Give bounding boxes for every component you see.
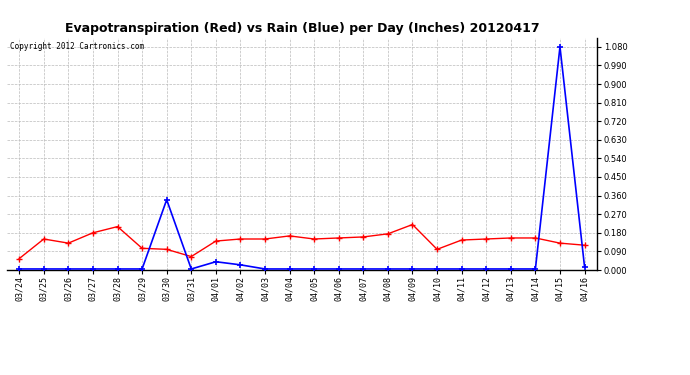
Text: Copyright 2012 Cartronics.com: Copyright 2012 Cartronics.com: [10, 42, 144, 51]
Title: Evapotranspiration (Red) vs Rain (Blue) per Day (Inches) 20120417: Evapotranspiration (Red) vs Rain (Blue) …: [65, 22, 539, 35]
